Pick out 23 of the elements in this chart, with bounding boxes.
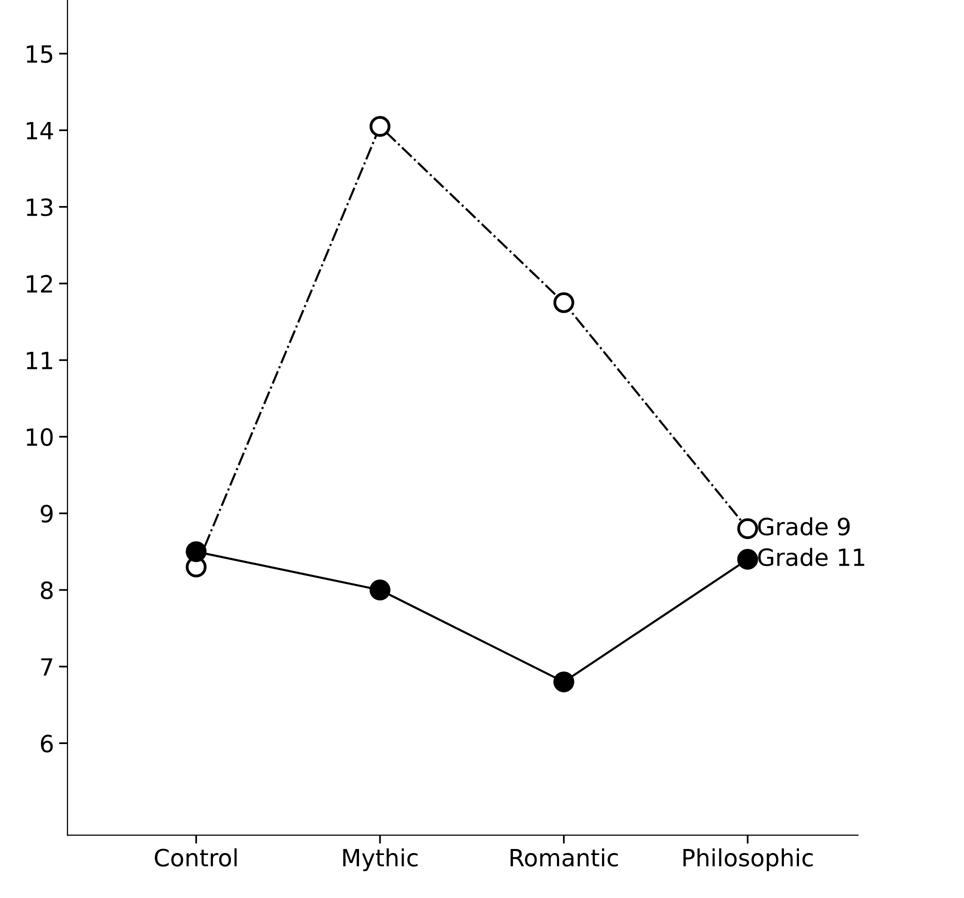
point [553,671,574,692]
y-tick-label: 14 [26,122,53,140]
y-tick-label: 9 [40,504,53,523]
point [553,292,574,314]
x-tick-label: Mythic [343,848,418,872]
y-tick-label: 6 [40,734,53,753]
y-tick-label: 13 [26,198,52,216]
y-tick-label: 10 [26,428,53,446]
point [186,541,207,562]
series-label: Grade 11 [758,548,864,566]
y-tick-label: 15 [26,45,52,63]
x-tick-label: Romantic [510,848,618,867]
y-tick-label: 8 [40,581,53,600]
x-tick-label: Control [154,848,237,867]
point [370,580,390,600]
y-tick-label: 11 [26,352,52,370]
point [737,548,758,570]
y-tick-label: 12 [26,274,52,292]
point [737,518,758,540]
point [370,116,390,137]
x-tick-label: Philosophic [683,848,813,872]
series-label: Grade 9 [758,517,850,536]
y-tick-label: 7 [41,658,52,676]
